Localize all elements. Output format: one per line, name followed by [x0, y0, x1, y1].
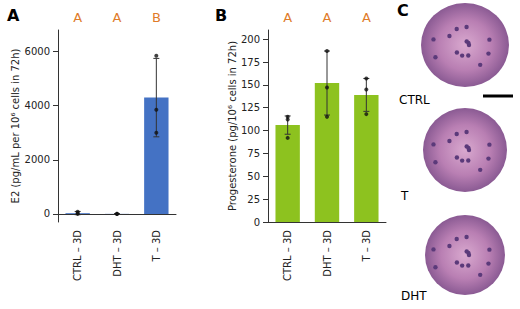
- svg-text:B: B: [152, 10, 161, 25]
- svg-text:2000: 2000: [25, 154, 50, 165]
- svg-text:CTRL – 3D: CTRL – 3D: [282, 230, 293, 281]
- svg-text:B: B: [215, 6, 227, 25]
- svg-text:CTRL – 3D: CTRL – 3D: [72, 230, 83, 281]
- svg-text:A: A: [323, 10, 332, 25]
- svg-text:75: 75: [247, 148, 260, 159]
- svg-text:25: 25: [247, 194, 260, 205]
- svg-text:200: 200: [241, 34, 260, 45]
- svg-text:E2 (pg/mL per 10⁶ cells in 72h: E2 (pg/mL per 10⁶ cells in 72h): [10, 48, 21, 203]
- svg-text:DHT – 3D: DHT – 3D: [322, 230, 333, 277]
- svg-text:A: A: [7, 6, 20, 25]
- svg-text:DHT – 3D: DHT – 3D: [112, 230, 123, 277]
- svg-text:T: T: [400, 189, 409, 203]
- svg-text:DHT: DHT: [401, 289, 427, 303]
- svg-text:A: A: [283, 10, 292, 25]
- svg-text:T – 3D: T – 3D: [151, 230, 162, 263]
- svg-text:50: 50: [247, 171, 260, 182]
- svg-text:125: 125: [241, 102, 260, 113]
- svg-text:175: 175: [241, 57, 260, 68]
- svg-text:C: C: [397, 1, 409, 20]
- svg-text:4000: 4000: [25, 100, 50, 111]
- svg-text:0: 0: [254, 217, 260, 228]
- svg-text:6000: 6000: [25, 46, 50, 57]
- svg-text:A: A: [73, 10, 82, 25]
- svg-text:0: 0: [44, 208, 50, 219]
- svg-text:150: 150: [241, 79, 260, 90]
- svg-text:T – 3D: T – 3D: [361, 230, 372, 263]
- svg-text:A: A: [362, 10, 371, 25]
- svg-text:CTRL: CTRL: [399, 93, 430, 107]
- svg-text:Progesterone (pg/10⁶ cells in: Progesterone (pg/10⁶ cells in 72h): [227, 41, 238, 211]
- svg-text:A: A: [113, 10, 122, 25]
- svg-text:100: 100: [241, 125, 260, 136]
